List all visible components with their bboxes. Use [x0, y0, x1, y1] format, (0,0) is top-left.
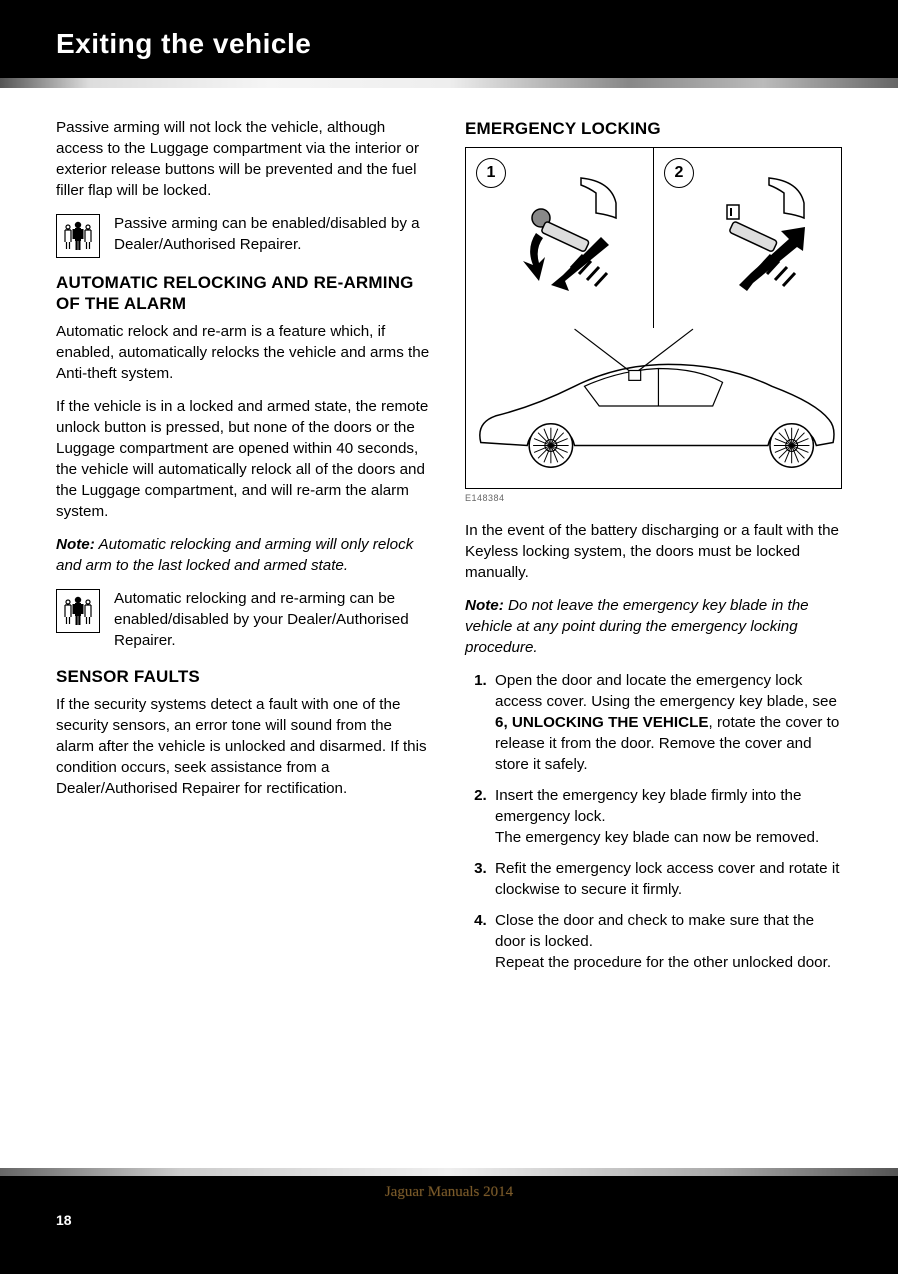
section-heading: AUTOMATIC RELOCKING AND RE-ARMING OF THE… [56, 272, 433, 315]
step-item: Close the door and check to make sure th… [491, 911, 842, 974]
figure-label: E148384 [465, 493, 842, 503]
page-footer: Jaguar Manuals 2014 18 [0, 1176, 898, 1246]
step-item: Open the door and locate the emergency l… [491, 671, 842, 776]
note-text: Automatic relocking and re-arming can be… [114, 589, 433, 652]
note-paragraph: Note: Automatic relocking and arming wil… [56, 535, 433, 577]
info-note: Automatic relocking and re-arming can be… [56, 589, 433, 652]
left-column: Passive arming will not lock the vehicle… [56, 118, 433, 984]
people-icon [56, 214, 100, 258]
people-icon [56, 589, 100, 633]
step-item: Refit the emergency lock access cover an… [491, 859, 842, 901]
page-body: Passive arming will not lock the vehicle… [0, 88, 898, 1168]
paragraph: If the vehicle is in a locked and armed … [56, 397, 433, 523]
diagram-step-2: 2 [653, 148, 841, 328]
step-badge-2: 2 [664, 158, 694, 188]
car-outline-icon [466, 328, 841, 488]
note-label: Note: [465, 597, 504, 614]
section-heading: SENSOR FAULTS [56, 666, 433, 687]
step-badge-1: 1 [476, 158, 506, 188]
paragraph: In the event of the battery discharging … [465, 521, 842, 584]
note-label: Note: [56, 536, 95, 553]
page-number: 18 [56, 1212, 72, 1228]
paragraph: Passive arming will not lock the vehicle… [56, 118, 433, 202]
footer-caption: Jaguar Manuals 2014 [0, 1184, 898, 1201]
procedure-list: Open the door and locate the emergency l… [465, 671, 842, 974]
note-paragraph: Note: Do not leave the emergency key bla… [465, 596, 842, 659]
emergency-lock-diagram: 1 [465, 147, 842, 489]
divider-bottom [0, 1168, 898, 1176]
note-text: Passive arming can be enabled/disabled b… [114, 214, 433, 258]
info-note: Passive arming can be enabled/disabled b… [56, 214, 433, 258]
note-body: Automatic relocking and arming will only… [56, 536, 413, 574]
xref: 6, UNLOCKING THE VEHICLE [495, 714, 709, 731]
right-column: EMERGENCY LOCKING 1 [465, 118, 842, 984]
page-header: Exiting the vehicle [0, 0, 898, 78]
diagram-step-1: 1 [466, 148, 653, 328]
handle-rotate-icon [521, 173, 621, 293]
handle-insert-icon [709, 173, 809, 293]
paragraph: If the security systems detect a fault w… [56, 695, 433, 800]
section-heading: EMERGENCY LOCKING [465, 118, 842, 139]
note-body: Do not leave the emergency key blade in … [465, 597, 809, 656]
paragraph: Automatic relock and re-arm is a feature… [56, 322, 433, 385]
step-text: Open the door and locate the emergency l… [495, 672, 837, 710]
step-item: Insert the emergency key blade firmly in… [491, 786, 842, 849]
divider-top [0, 78, 898, 88]
page-title: Exiting the vehicle [56, 28, 898, 60]
